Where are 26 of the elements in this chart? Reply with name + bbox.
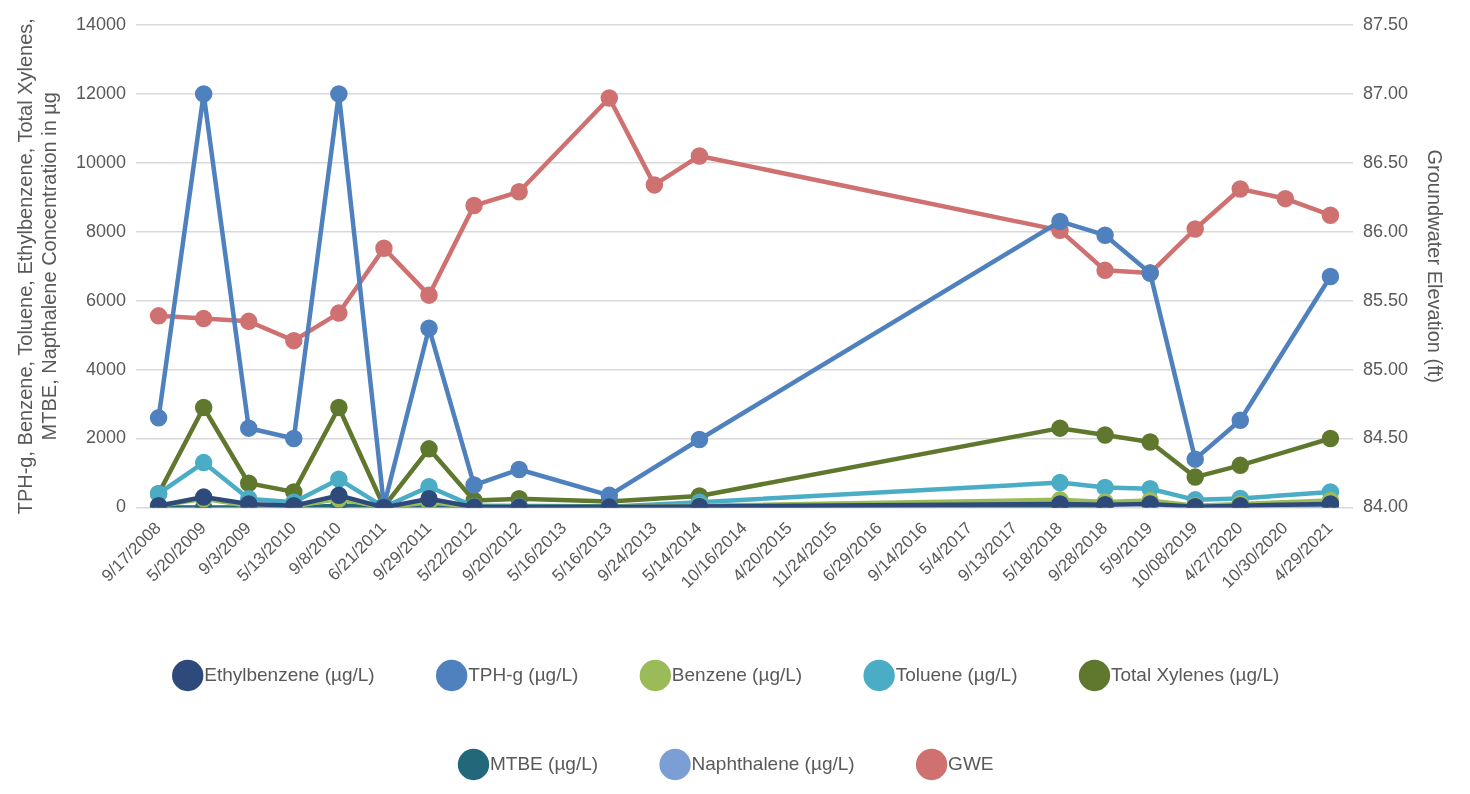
- legend-label: Toluene (µg/L): [895, 663, 1018, 685]
- legend-label: Ethylbenzene (µg/L): [204, 663, 375, 685]
- y2-tick-label: 86.00: [1362, 220, 1408, 241]
- y-tick-label: 0: [116, 496, 127, 517]
- y2-tick-label: 84.50: [1362, 427, 1408, 448]
- y-tick-label: 12000: [75, 82, 127, 103]
- y-tick-label: 4000: [86, 358, 127, 379]
- y2-tick-label: 87.50: [1362, 13, 1408, 34]
- y2-tick-label: 86.50: [1362, 151, 1408, 172]
- y2-axis-title: Groundwater Elevation (ft): [1424, 149, 1447, 383]
- legend-label: Benzene (µg/L): [671, 663, 803, 685]
- y-tick-label: 8000: [86, 220, 127, 241]
- legend-label: MTBE (µg/L): [490, 752, 599, 774]
- y2-tick-label: 85.00: [1362, 358, 1408, 379]
- legend-label: Naphthalene (µg/L): [691, 752, 855, 774]
- y-tick-label: 10000: [75, 151, 127, 172]
- y-axis-title: TPH-g, Benzene, Toluene, Ethylbenzene, Total Xylenes, MTBE, Napthalene Concentration in µg: [13, 18, 60, 515]
- y2-tick-label: 87.00: [1362, 82, 1408, 103]
- y2-tick-label: 84.00: [1362, 496, 1408, 517]
- legend-label: Total Xylenes (µg/L): [1110, 663, 1280, 685]
- y-tick-label: 2000: [86, 427, 127, 448]
- y-tick-label: 6000: [86, 289, 127, 310]
- y2-tick-label: 85.50: [1362, 289, 1408, 310]
- legend-label: GWE: [948, 752, 994, 774]
- legend-label: TPH-g (µg/L): [468, 663, 579, 685]
- y-tick-label: 14000: [75, 13, 127, 34]
